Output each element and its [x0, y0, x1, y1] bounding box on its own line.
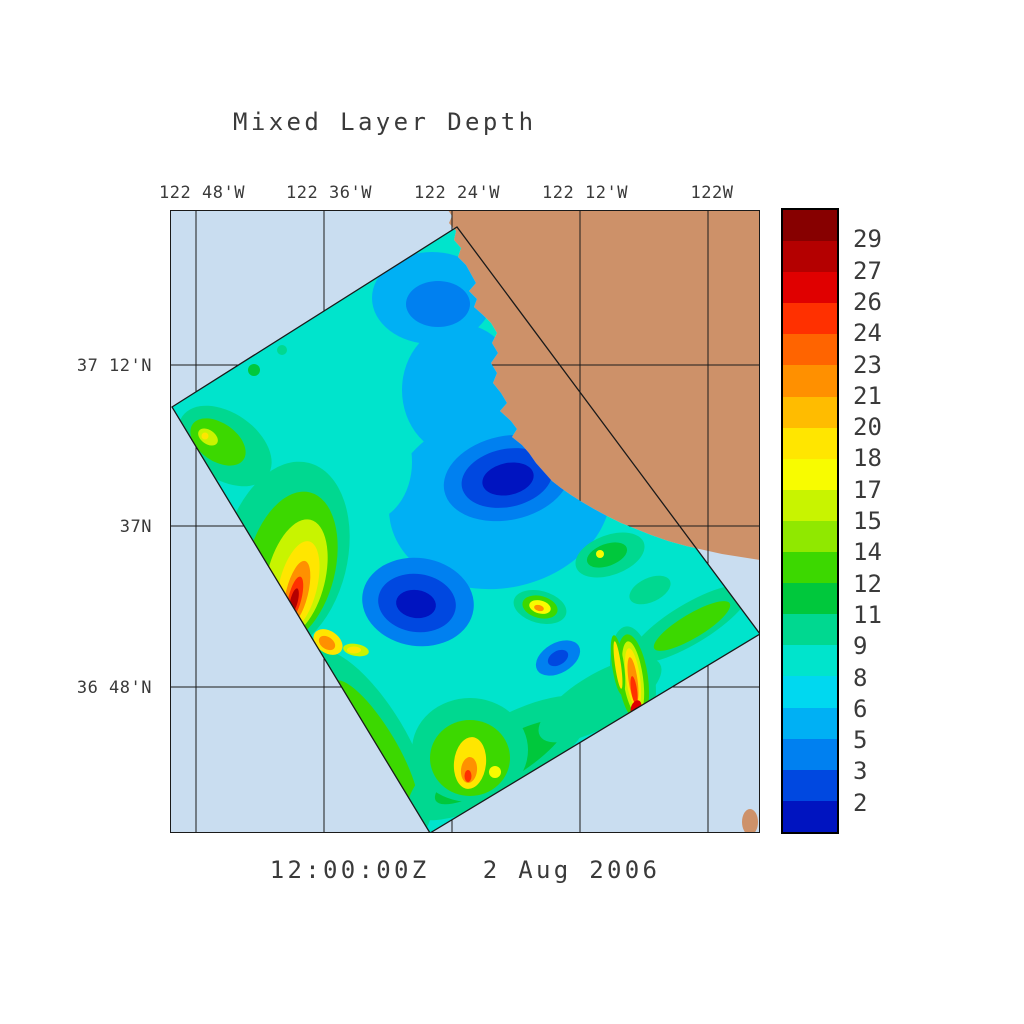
map-svg	[170, 210, 760, 833]
colorbar-tick-label: 11	[853, 600, 882, 629]
colorbar	[781, 208, 839, 834]
colorbar-cell	[783, 458, 837, 490]
colorbar-cell	[783, 210, 837, 242]
lon-tick-label: 122 24'W	[414, 183, 500, 203]
plot-border	[170, 210, 760, 833]
colorbar-cell	[783, 614, 837, 646]
model-domain-outline	[171, 226, 760, 833]
colorbar-tick-label: 5	[853, 726, 868, 755]
colorbar-cell	[783, 272, 837, 304]
colorbar-cell	[783, 489, 837, 521]
lat-tick-label: 36 48'N	[76, 678, 152, 698]
timestamp-label: 12:00:00Z 2 Aug 2006	[269, 856, 661, 884]
colorbar-cell	[783, 738, 837, 770]
colorbar-tick-label: 23	[853, 350, 882, 379]
colorbar-tick-label: 21	[853, 381, 882, 410]
colorbar-tick-label: 17	[853, 475, 882, 504]
colorbar-cell	[783, 800, 837, 832]
colorbar-cell	[783, 241, 837, 273]
colorbar-cell	[783, 334, 837, 366]
lon-tick-label: 122W	[690, 183, 734, 203]
colorbar-tick-label: 24	[853, 319, 882, 348]
colorbar-labels: 29 27 26 24 23 21 20 18 17 15 14 12 11 9 8 6 5 3 2	[853, 208, 933, 834]
colorbar-cell	[783, 303, 837, 335]
lat-tick-label: 37 12'N	[76, 356, 152, 376]
colorbar-cell	[783, 520, 837, 553]
colorbar-tick-label: 3	[853, 757, 868, 786]
colorbar-cell	[783, 645, 837, 677]
colorbar-tick-label: 12	[853, 569, 882, 598]
colorbar-tick-label: 14	[853, 538, 882, 567]
colorbar-cell	[783, 552, 837, 584]
colorbar-tick-label: 9	[853, 632, 868, 661]
colorbar-cell	[783, 365, 837, 397]
lon-tick-label: 122 48'W	[159, 183, 245, 203]
colorbar-cell	[783, 427, 837, 459]
colorbar-tick-label: 18	[853, 444, 882, 473]
map-plot	[170, 210, 760, 833]
lon-tick-label: 122 36'W	[286, 183, 372, 203]
colorbar-tick-label: 15	[853, 507, 882, 535]
lat-tick-label: 37N	[119, 517, 152, 537]
colorbar-tick-label: 27	[853, 256, 882, 285]
colorbar-tick-label: 6	[853, 694, 868, 723]
colorbar-tick-label: 26	[853, 287, 882, 316]
colorbar-tick-label: 20	[853, 413, 882, 442]
plot-title: Mixed Layer Depth	[233, 108, 537, 136]
colorbar-tick-label: 2	[853, 788, 868, 817]
colorbar-cell	[783, 676, 837, 708]
colorbar-cell	[783, 707, 837, 739]
lon-tick-label: 122 12'W	[542, 183, 628, 203]
colorbar-tick-label: 8	[853, 663, 868, 692]
colorbar-tick-label: 29	[853, 225, 882, 254]
colorbar-cell	[783, 769, 837, 801]
colorbar-cell	[783, 583, 837, 615]
colorbar-cell	[783, 396, 837, 428]
